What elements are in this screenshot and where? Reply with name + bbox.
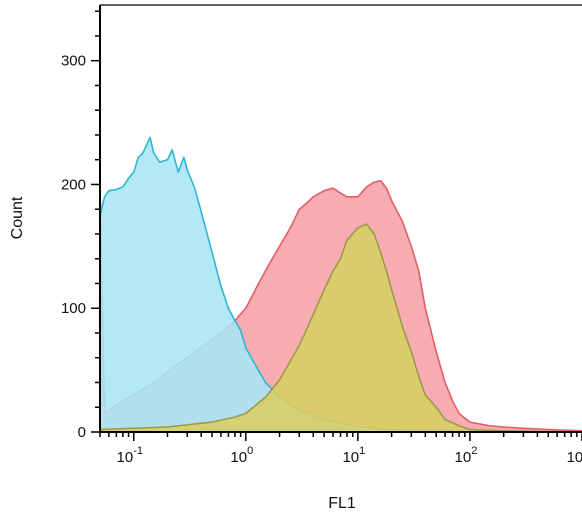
x-tick-base: 10 bbox=[117, 449, 134, 466]
histogram-area-3 bbox=[99, 223, 582, 433]
x-tick-label: 103 bbox=[567, 445, 582, 466]
y-tick-label: 200 bbox=[61, 176, 86, 193]
plot-series bbox=[99, 136, 582, 433]
y-tick-label: 100 bbox=[61, 300, 86, 317]
x-tick-label: 100 bbox=[230, 445, 253, 466]
y-axis-ticks: 0 100 200 300 bbox=[61, 10, 100, 441]
x-axis-ticks: 10-1100101102103 bbox=[99, 432, 582, 466]
x-axis-title: FL1 bbox=[328, 495, 356, 512]
x-tick-base: 10 bbox=[342, 449, 359, 466]
x-tick-base: 10 bbox=[230, 449, 247, 466]
x-tick-exponent: 0 bbox=[247, 445, 253, 457]
x-tick-label: 101 bbox=[342, 445, 365, 466]
y-tick-label: 300 bbox=[61, 53, 86, 70]
x-tick-exponent: -1 bbox=[133, 445, 143, 457]
x-tick-exponent: 1 bbox=[359, 445, 365, 457]
x-tick-label: 102 bbox=[455, 445, 478, 466]
x-tick-base: 10 bbox=[455, 449, 472, 466]
y-tick-label: 0 bbox=[78, 424, 86, 441]
x-tick-base: 10 bbox=[567, 449, 582, 466]
x-tick-exponent: 2 bbox=[471, 445, 477, 457]
y-axis-title: Count bbox=[9, 196, 26, 239]
x-tick-label: 10-1 bbox=[117, 445, 143, 466]
